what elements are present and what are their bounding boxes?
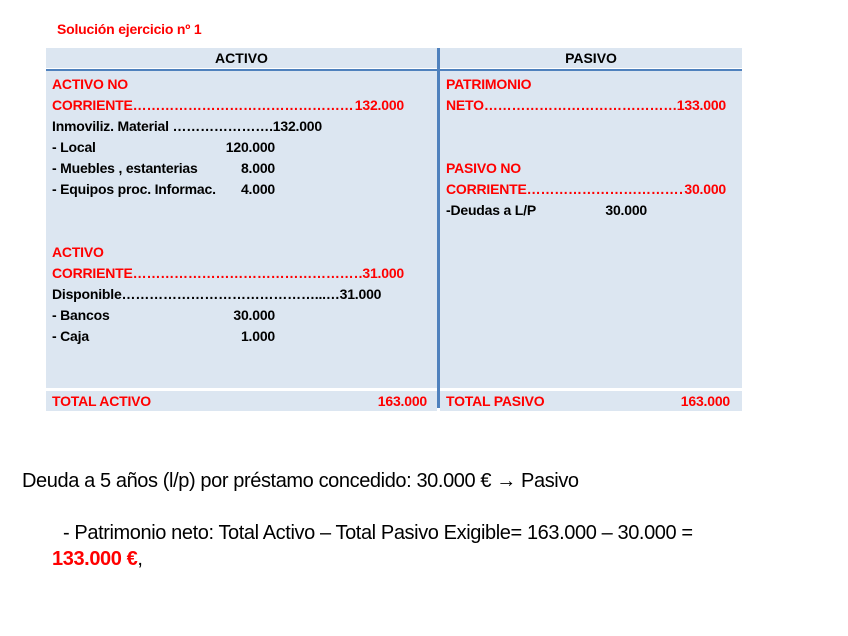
table-row: - Bancos 30.000 <box>52 307 275 323</box>
column-divider <box>437 48 440 408</box>
table-row <box>46 200 437 221</box>
table-body-row: ACTIVO NO CORRIENTE…………………………………………………………… <box>46 71 742 388</box>
total-pasivo-value: 163.000 <box>680 393 730 409</box>
table-row: CORRIENTE…………………………………………………………………………………… <box>52 265 404 281</box>
table-header-row: ACTIVO PASIVO <box>46 48 742 68</box>
total-activo-value: 163.000 <box>377 393 427 409</box>
patrimonio-result-suffix: , <box>137 548 143 570</box>
total-pasivo-label: TOTAL PASIVO <box>446 393 545 409</box>
header-gap <box>46 68 742 69</box>
table-row: -Deudas a L/P 30.000 <box>446 202 647 218</box>
total-activo-cell: TOTAL ACTIVO 163.000 <box>46 391 437 411</box>
table-row: - Local 120.000 <box>52 139 275 155</box>
table-row: Disponible……………………………………...…31.000 <box>52 286 382 302</box>
table-row: CORRIENTE…………………………………………………………………………………… <box>446 181 726 197</box>
patrimonio-result-value: 133.000 € <box>52 548 138 570</box>
table-row <box>46 221 437 242</box>
header-underline <box>46 69 742 71</box>
header-activo: ACTIVO <box>46 48 437 68</box>
table-row: - Muebles , estanterias 8.000 <box>52 160 275 176</box>
pasivo-column: PATRIMONIO NETO……………………………………………………………………… <box>440 71 742 388</box>
table-row: NETO………………………………………………………………………………………………… <box>446 97 726 113</box>
header-pasivo: PASIVO <box>440 48 742 68</box>
table-row: PASIVO NO <box>446 160 521 176</box>
table-row: - Caja 1.000 <box>52 328 275 344</box>
activo-column: ACTIVO NO CORRIENTE…………………………………………………………… <box>46 71 437 388</box>
page-title: Solución ejercicio nº 1 <box>57 21 202 37</box>
table-row: - Equipos proc. Informac. 4.000 <box>52 181 275 197</box>
table-row <box>440 137 742 158</box>
table-total-row: TOTAL ACTIVO 163.000 TOTAL PASIVO 163.00… <box>46 391 742 411</box>
note-patrimonio-formula: - Patrimonio neto: Total Activo – Total … <box>63 522 693 544</box>
total-pasivo-cell: TOTAL PASIVO 163.000 <box>440 391 742 411</box>
table-row: CORRIENTE…………………………………………………………………………………… <box>52 97 404 113</box>
table-row: PATRIMONIO <box>446 76 532 92</box>
balance-sheet-table: ACTIVO PASIVO ACTIVO NO CORRIENTE……………………… <box>46 48 742 411</box>
note-patrimonio-result: 133.000 €, <box>52 548 143 571</box>
table-row: Inmoviliz. Material ………………….132.000 <box>52 118 322 134</box>
total-separator <box>46 388 742 391</box>
total-activo-label: TOTAL ACTIVO <box>52 393 151 409</box>
table-row: ACTIVO <box>52 244 104 260</box>
note-deuda: Deuda a 5 años (l/p) por préstamo conced… <box>22 470 579 492</box>
table-row <box>440 116 742 137</box>
table-row: ACTIVO NO <box>52 76 128 92</box>
